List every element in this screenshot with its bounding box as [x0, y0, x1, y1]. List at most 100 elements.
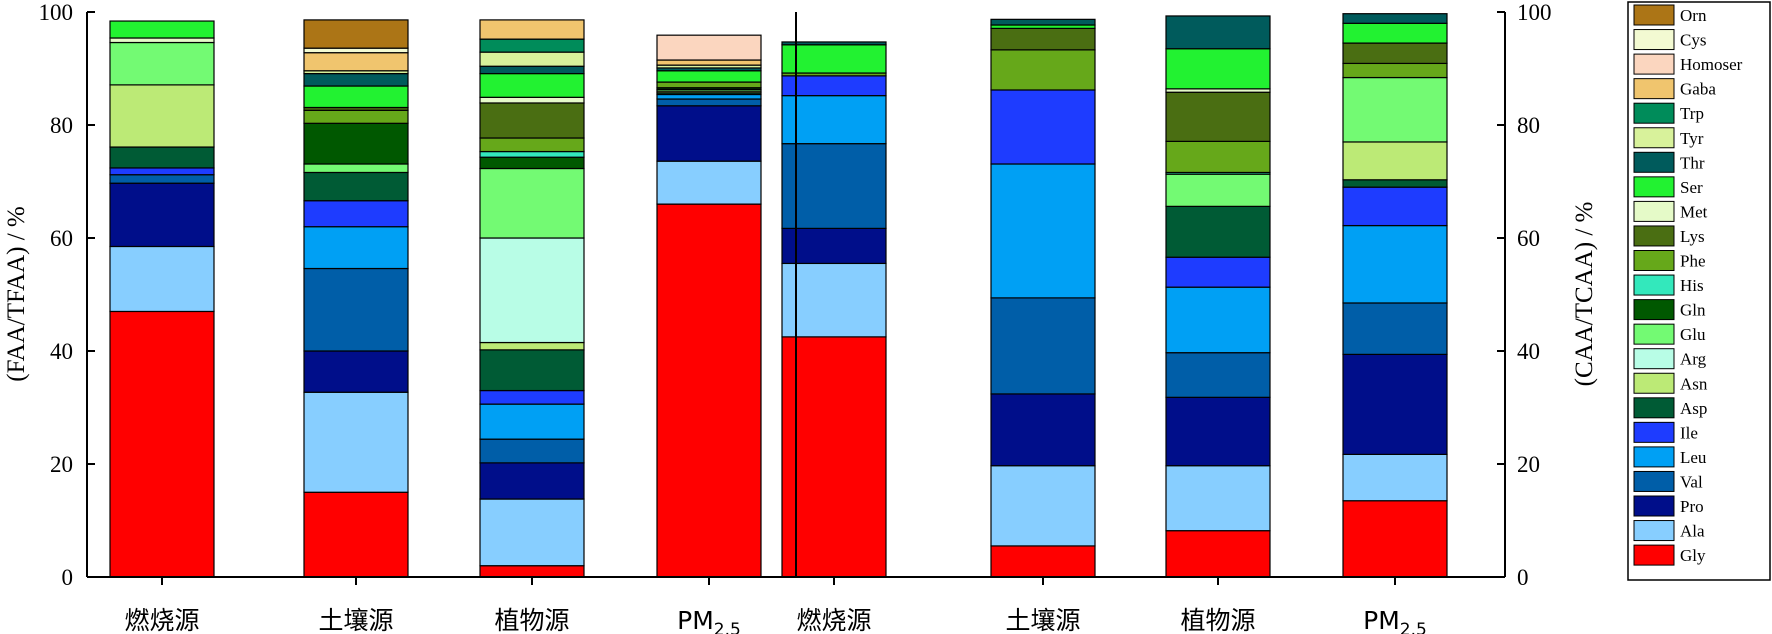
bar-stacks [109, 13, 1448, 578]
left-y-tick-label: 100 [39, 0, 74, 25]
bar-stack [781, 41, 887, 578]
category-label: PM2.5 [1363, 606, 1427, 634]
bar-segment-pro [479, 462, 585, 500]
bar-segment-leu [656, 93, 762, 100]
bar-segment-leu [479, 403, 585, 440]
bar-segment-gln [303, 122, 409, 165]
bar-segment-thr [1342, 13, 1448, 24]
right-y-tick-label: 0 [1517, 565, 1529, 590]
bar-segment-gaba [656, 59, 762, 66]
bar-segment-ser [1165, 48, 1271, 90]
legend-swatch [1633, 299, 1675, 321]
bar-segment-ala [109, 245, 215, 313]
bar-segment-phe [479, 137, 585, 153]
legend: Orn Cys Homoser Gaba Trp Tyr Thr Ser Met Lys Phe Hi… [1627, 1, 1771, 581]
legend-item: Orn [1633, 4, 1707, 26]
bar-segment-ala [303, 391, 409, 493]
bar-segment-val [656, 98, 762, 107]
legend-swatch [1633, 421, 1675, 443]
bar-stack [1342, 13, 1448, 578]
legend-swatch [1633, 348, 1675, 370]
category-label: PM2.5 [677, 606, 741, 634]
legend-swatch [1633, 53, 1675, 75]
bar-segment-his [479, 150, 585, 158]
bar-segment-ala [990, 465, 1096, 547]
legend-swatch [1633, 397, 1675, 419]
bar-segment-pro [109, 182, 215, 248]
bar-segment-lys [990, 27, 1096, 51]
bar-segment-arg [479, 237, 585, 344]
bar-segment-asn [479, 341, 585, 351]
bar-segment-lys [1342, 42, 1448, 65]
bar-segment-met [479, 96, 585, 104]
bar-segment-glu [303, 163, 409, 174]
legend-swatch [1633, 544, 1675, 566]
bar-segment-ile [781, 75, 887, 97]
bar-segment-thr [1165, 15, 1271, 50]
legend-label: Leu [1680, 448, 1707, 467]
legend-item: Phe [1633, 250, 1706, 271]
legend-item: Homoser [1633, 53, 1743, 75]
bar-segment-gaba [479, 19, 585, 40]
legend-swatch [1633, 520, 1675, 542]
bar-segment-leu [1342, 224, 1448, 304]
bar-segment-ala [656, 160, 762, 205]
legend-item: Cys [1633, 29, 1706, 51]
bar-segment-lys [1165, 91, 1271, 142]
left-y-tick-label: 60 [50, 226, 73, 251]
bar-segment-asp [1165, 205, 1271, 258]
right-y-axis-title: (CAA/TCAA) / % [1571, 202, 1598, 387]
legend-swatch [1633, 127, 1675, 149]
legend-label: Trp [1680, 104, 1704, 123]
legend-item: Tyr [1633, 127, 1704, 149]
right-y-tick-label: 100 [1517, 0, 1552, 25]
legend-swatch [1633, 78, 1675, 100]
bar-segment-glu [479, 167, 585, 239]
bar-segment-val [479, 438, 585, 464]
bar-segment-gly [781, 336, 887, 578]
bar-segment-pro [781, 227, 887, 265]
legend-swatch [1633, 176, 1675, 198]
category-label: 燃烧源 [796, 606, 871, 634]
right-y-tick-label: 20 [1517, 452, 1540, 477]
bar-segment-thr [781, 41, 887, 46]
bar-segment-asn [1342, 141, 1448, 181]
legend-item: Gly [1633, 544, 1706, 566]
bar-segment-asp [479, 349, 585, 392]
legend-item: Asn [1633, 372, 1708, 394]
left-y-tick-label: 20 [50, 452, 73, 477]
legend-label: Ile [1680, 423, 1698, 442]
bar-segment-val [1342, 302, 1448, 355]
right-y-tick-label: 40 [1517, 339, 1540, 364]
bar-segment-ile [1165, 256, 1271, 288]
bar-segment-ala [781, 262, 887, 338]
bar-segment-pro [990, 393, 1096, 467]
legend-item: Ala [1633, 520, 1705, 542]
bar-segment-ala [1342, 453, 1448, 502]
bar-segment-phe [303, 109, 409, 124]
legend-item: Asp [1633, 397, 1707, 419]
legend-label: Gln [1680, 301, 1706, 320]
category-label: 燃烧源 [124, 606, 199, 634]
bar-segment-asp [303, 171, 409, 202]
legend-swatch [1633, 495, 1675, 517]
legend-swatch [1633, 102, 1675, 124]
bar-segment-leu [781, 95, 887, 145]
legend-label: Met [1680, 202, 1708, 221]
bar-segment-val [1165, 352, 1271, 398]
left-y-axis-title: (FAA/TFAA) / % [3, 206, 30, 381]
bar-segment-ile [479, 389, 585, 405]
category-label: 植物源 [494, 606, 569, 634]
right-y-tick-label: 60 [1517, 226, 1540, 251]
legend-item: Trp [1633, 102, 1704, 124]
legend-label: Pro [1680, 497, 1704, 516]
legend-label: Ala [1680, 522, 1705, 541]
left-y-tick-label: 80 [50, 113, 73, 138]
bar-stack [990, 18, 1096, 578]
legend-swatch [1633, 446, 1675, 468]
legend-item: Arg [1633, 348, 1707, 370]
right-y-tick-label: 80 [1517, 113, 1540, 138]
legend-label: Gly [1680, 546, 1706, 565]
bar-segment-gly [1165, 530, 1271, 578]
